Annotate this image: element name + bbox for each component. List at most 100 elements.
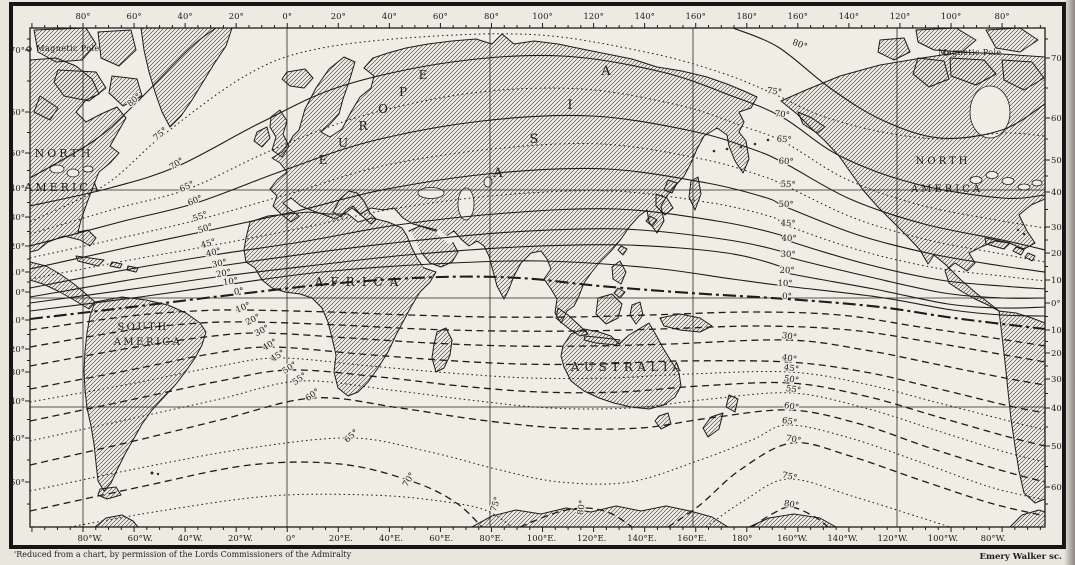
isocline-south-10	[30, 309, 1045, 347]
right-latitude-label: 50°	[1051, 156, 1066, 166]
right-latitude-label: 40°	[1051, 404, 1066, 414]
isocline-value-label: 30°	[780, 250, 795, 261]
right-latitude-label: 10°	[1051, 276, 1066, 286]
right-latitude-label: 50°	[1051, 442, 1066, 452]
isocline-value-label: 75°	[766, 86, 782, 98]
isocline-south-65	[30, 424, 1045, 501]
top-longitude-label: 20°	[331, 12, 346, 22]
isocline-north-60	[30, 114, 1045, 251]
inland-seas	[49, 85, 1043, 267]
bottom-longitude-label: 80°E.	[479, 534, 503, 544]
continent-label-letter: E	[319, 153, 328, 167]
isocline-south-80-e	[751, 506, 829, 527]
top-longitude-label: 80°	[995, 12, 1010, 22]
continent-label: AMERICA	[23, 181, 101, 194]
edge-ticks	[25, 23, 1050, 532]
isocline-south-55	[30, 380, 1045, 463]
continent-label: AUSTRALIA	[570, 360, 686, 374]
aleutian-islands	[150, 138, 1026, 476]
top-longitude-label: 80°	[484, 12, 499, 22]
landmass-caribbean-east	[984, 237, 1036, 262]
continent-label: AFRICA	[314, 275, 406, 289]
right-latitude-label: 0°	[1051, 299, 1061, 309]
top-longitude-label: 180°	[737, 12, 757, 22]
isocline-value-label: 10°	[222, 276, 238, 288]
continent-label: AMERICA	[113, 337, 183, 348]
top-longitude-label: 100°	[941, 12, 961, 22]
isocline-value-label: 20°	[215, 268, 232, 280]
landmass-arctic-islands-west	[33, 28, 143, 121]
left-latitude-label: 50°	[10, 434, 25, 444]
landmass-antarctica	[94, 505, 1045, 527]
isocline-value-label: 80°	[783, 499, 800, 511]
continent-label: NORTH	[916, 156, 971, 167]
isocline-value-label: 55°	[785, 384, 801, 396]
isocline-south-60	[30, 397, 1045, 483]
bottom-longitude-label: 120°E.	[577, 534, 606, 544]
bottom-longitude-label: 120°W.	[877, 534, 907, 544]
landmass-alaska-peninsula	[797, 111, 826, 134]
continent-label-letter: I	[567, 98, 572, 113]
bottom-longitude-label: 140°E.	[627, 534, 656, 544]
left-latitude-label: 70°	[10, 46, 25, 56]
magnetic-pole-label: Magnetic Pole	[938, 48, 1001, 57]
landmass-arctic-islands-east	[877, 28, 1045, 91]
isoclinic-lines	[30, 28, 1045, 527]
continent-label-letter: P	[399, 85, 407, 99]
isocline-value-label: 80°	[576, 499, 588, 516]
top-longitude-label: 120°	[890, 12, 910, 22]
isocline-value-label: 75°	[781, 470, 798, 483]
right-latitude-label: 60°	[1051, 114, 1066, 124]
isocline-value-label: 0°	[233, 286, 244, 297]
top-longitude-label: 100°	[532, 12, 552, 22]
isocline-south-20	[30, 321, 1045, 363]
bottom-longitude-label: 40°E.	[379, 534, 403, 544]
bottom-longitude-label: 40°W.	[178, 534, 203, 544]
continent-label-letter: A	[600, 64, 611, 79]
landmasses	[30, 28, 1045, 527]
isocline-south-80-w	[519, 507, 633, 527]
landmass-north-america-east	[30, 57, 127, 253]
isocline-value-label: 30°	[781, 331, 797, 343]
bottom-longitude-label: 20°W.	[228, 534, 253, 544]
isocline-south-30	[30, 332, 1045, 386]
right-latitude-label: 20°	[1051, 249, 1066, 259]
bottom-longitude-label: 0°	[286, 534, 296, 544]
landmass-australia	[560, 322, 682, 430]
left-latitude-label: 10°	[10, 268, 25, 278]
left-latitude-label: 20°	[10, 242, 25, 252]
magnetic-pole-marker	[943, 50, 949, 56]
left-latitude-label: 40°	[10, 397, 25, 407]
bottom-longitude-label: 60°W.	[128, 534, 153, 544]
isocline-value-label: 70°	[774, 109, 790, 121]
isocline-south-40	[30, 346, 1045, 414]
top-longitude-label: 60°	[127, 12, 142, 22]
geography-labels: Magnetic Pole Magnetic Pole NORTH AMERICA NO…	[23, 44, 1001, 374]
isocline-south-75-e	[705, 478, 951, 527]
isocline-south-70-e	[667, 441, 1045, 527]
top-longitude-label: 20°	[229, 12, 244, 22]
landmass-eurasia	[269, 33, 758, 324]
isocline-north-10	[30, 260, 1045, 317]
isocline-south-70-w	[30, 461, 483, 527]
isocline-value-label: 60°	[783, 401, 800, 413]
red-sea	[406, 231, 428, 267]
landmass-iceland	[281, 68, 314, 89]
top-longitude-label: 80°	[75, 12, 90, 22]
landmass-central-america-west	[30, 261, 96, 310]
left-latitude-label: 10°	[10, 316, 25, 326]
bottom-longitude-label: 80°W.	[981, 534, 1006, 544]
isocline-value-label: 60°	[778, 157, 794, 168]
bottom-longitude-label: 160°E.	[677, 534, 706, 544]
isocline-value-label: 45°	[780, 219, 795, 230]
continent-label: AMERICA	[910, 184, 983, 195]
continent-label-letter: U	[338, 136, 348, 150]
isocline-north-20	[30, 244, 1045, 309]
landmass-madagascar	[431, 327, 453, 373]
caspian-sea	[457, 187, 475, 221]
left-latitude-label: 30°	[10, 368, 25, 378]
top-longitude-label: 0°	[282, 12, 292, 22]
left-latitude-label: 50°	[10, 149, 25, 159]
continent-label: SOUTH	[117, 322, 168, 333]
